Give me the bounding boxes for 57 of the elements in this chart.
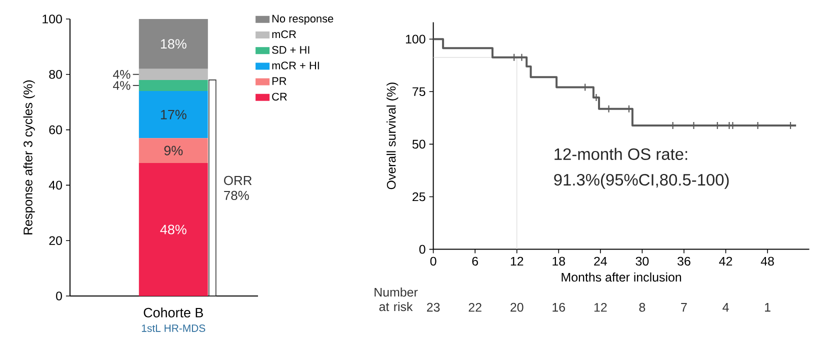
data-label: 4% [112, 81, 130, 90]
y-tick-label: 0 [419, 244, 426, 254]
x-tick-label: 36 [678, 256, 690, 266]
bar [138, 138, 208, 164]
x-axis-title: Months after inclusion [562, 272, 682, 282]
data-label: 48% [160, 224, 186, 234]
text: 1stL HR-MDS [142, 324, 206, 332]
text: Number at risk [374, 288, 418, 312]
text: 16 [552, 302, 566, 312]
legend-label: mCR [272, 30, 296, 38]
y-tick-label: 80 [49, 70, 62, 79]
text: 7 [681, 303, 687, 312]
legend-label: mCR + HI [272, 62, 319, 70]
text: 12 [594, 302, 607, 312]
text: 22 [468, 302, 482, 312]
x-tick-label: 24 [594, 256, 607, 266]
x-tick-label: 6 [472, 256, 478, 266]
annotation: 91.3%(95%CI,80.5-100) [554, 174, 729, 189]
legend-label: No response [272, 14, 334, 25]
y-tick-label: 25 [412, 192, 426, 202]
data-label: 18% [160, 39, 186, 49]
legend-label: PR [272, 77, 286, 85]
y-tick-label: 75 [412, 87, 426, 96]
x-tick-label: Cohorte B [144, 308, 203, 318]
data-label: 4% [112, 70, 130, 79]
x-tick-label: 42 [719, 256, 732, 266]
bar [138, 80, 208, 92]
y-tick-label: 0 [56, 292, 62, 300]
y-tick-label: 50 [412, 140, 426, 149]
point [592, 94, 600, 102]
text: 20 [510, 302, 524, 312]
text: 4 [722, 303, 729, 312]
y-tick-label: 100 [406, 34, 426, 44]
text: 23 [427, 302, 440, 312]
annotation: 12-month OS rate: [554, 148, 688, 160]
x-tick-label: 12 [510, 256, 524, 266]
y-tick-label: 100 [42, 14, 62, 24]
bar [138, 68, 208, 80]
y-axis-title: Overall survival (%) [386, 82, 398, 190]
text: 1 [765, 303, 770, 312]
y-tick-label: 60 [49, 125, 62, 134]
bar [138, 163, 208, 296]
x-tick-label: 18 [552, 256, 566, 266]
data-label: 17% [160, 110, 186, 120]
y-tick-label: 40 [48, 180, 62, 190]
y-axis-title: Response after 3 cycles (%) [23, 80, 35, 234]
x-tick-label: 48 [760, 256, 774, 266]
x-tick-label: 30 [636, 256, 649, 266]
text: 8 [639, 302, 646, 312]
data-label: 9% [164, 146, 183, 156]
y-tick-label: 20 [49, 236, 62, 246]
bar [138, 91, 208, 138]
bar [138, 18, 208, 69]
legend-label: SD + HI [272, 46, 310, 54]
text: ORR 78% [224, 176, 252, 200]
x-tick-label: 0 [430, 256, 436, 266]
legend-label: CR [272, 92, 287, 101]
